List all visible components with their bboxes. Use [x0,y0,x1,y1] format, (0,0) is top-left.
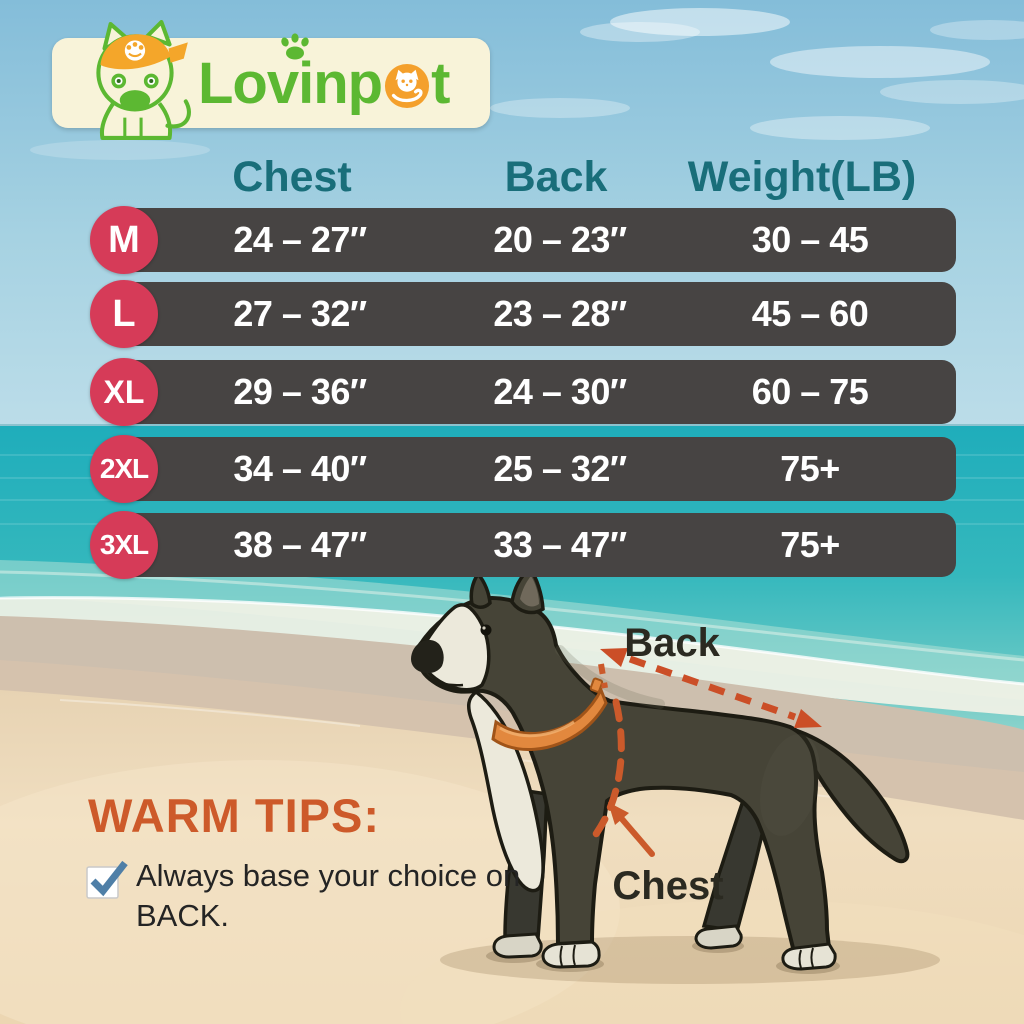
column-header-chest: Chest [232,153,352,201]
back-start-tick-icon [598,663,608,689]
weight-value: 75+ [780,448,840,489]
chest-value: 24 – 27″ [233,219,367,260]
dog-illustration [411,565,910,971]
back-value: 24 – 30″ [493,371,627,412]
size-row: 3XL 38 – 47″ 33 – 47″ 75+ [90,511,958,579]
tip-text: Always base your choice on BACK. [136,858,521,934]
column-header-back: Back [504,153,608,201]
row-bar [120,282,956,346]
size-badge: M [90,206,158,274]
dog-mouth-line [429,677,464,687]
size-row: M 24 – 27″ 20 – 23″ 30 – 45 [90,206,958,274]
brand-wordmark: Lovinp t [198,50,450,116]
dog-far-front-paw [492,932,543,959]
dog-eye [480,624,492,636]
back-measure-arrow-icon [600,648,822,728]
paw-print-icon [281,33,309,60]
row-bar [120,208,956,272]
mascot-cat-icon [96,20,191,140]
dog-ear-inner [520,576,539,607]
dog-rear-paw [781,942,837,971]
chest-value: 29 – 36″ [233,371,367,412]
wordmark-cat-e-icon [385,63,430,109]
collar-ring [589,677,604,693]
wordmark-right: t [431,50,450,116]
dog-tail [797,728,910,864]
back-value: 23 – 28″ [493,293,627,334]
chest-measure-arrow-icon [608,802,655,857]
size-badge: L [90,280,158,348]
dog-far-ear [469,571,492,609]
checkmark-icon [86,860,128,899]
row-bar [120,360,956,424]
weight-value: 75+ [780,524,840,565]
warm-tip-item: Always base your choice on BACK. [84,856,536,937]
chest-label: Chest [612,864,723,908]
size-badge: XL [90,358,158,426]
back-value: 33 – 47″ [493,524,627,565]
dog-front-paw [541,940,601,969]
row-bar [120,513,956,577]
back-label: Back [624,621,720,665]
size-badge: 2XL [90,435,158,503]
column-header-weight: Weight(LB) [687,153,917,201]
weight-value: 30 – 45 [751,219,869,260]
chest-value: 34 – 40″ [233,448,367,489]
size-row: XL 29 – 36″ 24 – 30″ 60 – 75 [90,358,958,426]
dog-chest-blaze [466,689,545,893]
wordmark-left: Lovinp [198,50,383,116]
weight-value: 60 – 75 [751,371,869,412]
weight-value: 45 – 60 [751,293,869,334]
back-value: 20 – 23″ [493,219,627,260]
chest-value: 38 – 47″ [233,524,367,565]
size-row: L 27 – 32″ 23 – 28″ 45 – 60 [90,280,958,348]
chest-value: 27 – 32″ [233,293,367,334]
row-bar [120,437,956,501]
back-value: 25 – 32″ [493,448,627,489]
size-badge: 3XL [90,511,158,579]
chest-girth-line-icon [590,698,625,841]
dog-far-rear-paw [694,924,743,950]
size-row: 2XL 34 – 40″ 25 – 32″ 75+ [90,435,958,503]
clouds [30,8,1024,160]
warm-tips-title: WARM TIPS: [88,789,380,842]
dog-nose [411,639,444,674]
